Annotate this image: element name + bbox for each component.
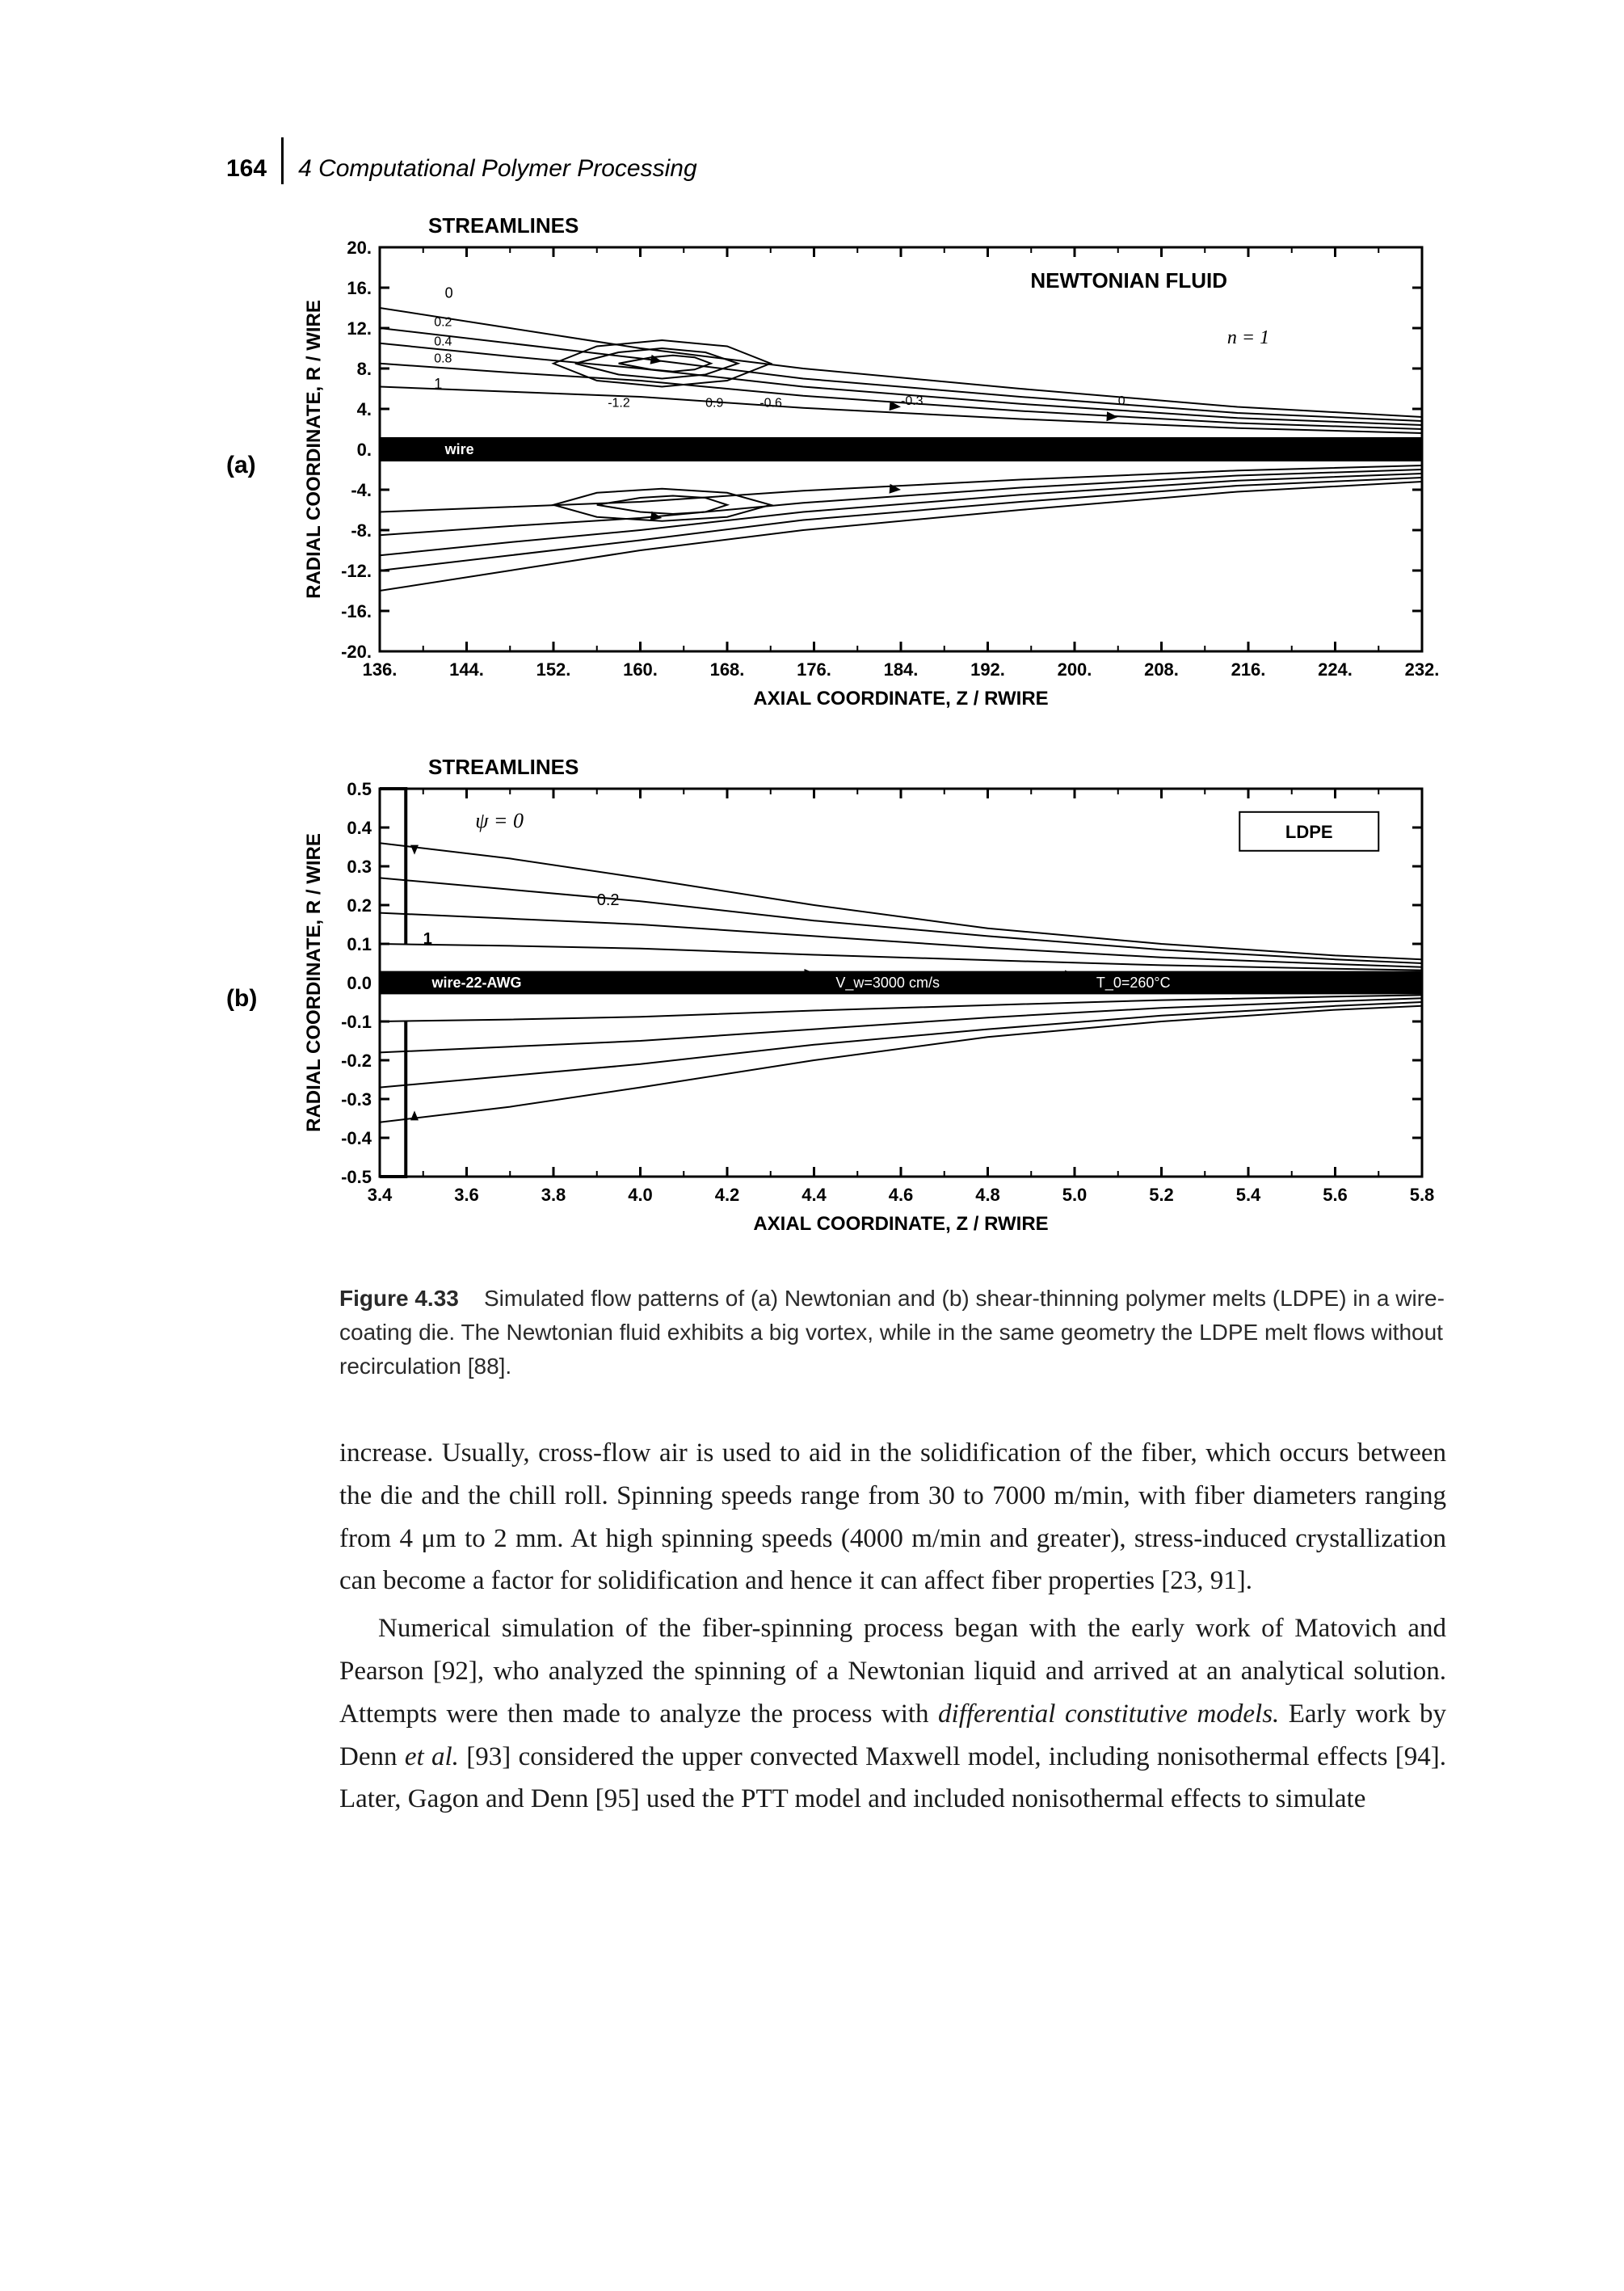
svg-text:4.8: 4.8 bbox=[975, 1185, 1000, 1205]
svg-text:192.: 192. bbox=[970, 659, 1005, 680]
svg-text:-0.3: -0.3 bbox=[901, 394, 923, 408]
svg-text:0.8: 0.8 bbox=[434, 352, 452, 366]
page: 164 4 Computational Polymer Processing (… bbox=[0, 0, 1624, 2291]
svg-text:0.4: 0.4 bbox=[434, 335, 452, 348]
svg-text:1: 1 bbox=[434, 376, 442, 392]
svg-text:160.: 160. bbox=[623, 659, 658, 680]
chart-a-wrap: STREAMLINES 136. 144. 152. 160. 168. 176. 184. 1… bbox=[275, 207, 1446, 724]
subfig-label-a: (a) bbox=[226, 452, 275, 479]
svg-text:-0.3: -0.3 bbox=[341, 1089, 372, 1110]
running-header: 164 4 Computational Polymer Processing bbox=[226, 129, 1446, 183]
svg-text:T_0=260°C: T_0=260°C bbox=[1096, 975, 1171, 992]
chapter-title: 4 Computational Polymer Processing bbox=[298, 155, 697, 183]
svg-text:0.1: 0.1 bbox=[347, 934, 372, 954]
svg-text:16.: 16. bbox=[347, 278, 372, 298]
svg-text:-16.: -16. bbox=[341, 601, 372, 621]
svg-text:4.0: 4.0 bbox=[628, 1185, 653, 1205]
svg-text:176.: 176. bbox=[797, 659, 831, 680]
svg-text:3.8: 3.8 bbox=[541, 1185, 566, 1205]
p2-italic: differential constitutive models. bbox=[938, 1699, 1279, 1729]
svg-text:4.2: 4.2 bbox=[715, 1185, 740, 1205]
header-divider bbox=[281, 137, 284, 184]
svg-text:-20.: -20. bbox=[341, 642, 372, 662]
chart-a-row: (a) STREAMLINES 136. 144. 152. 160. 168. 176. 1… bbox=[226, 207, 1446, 724]
svg-text:-0.1: -0.1 bbox=[341, 1012, 372, 1032]
svg-text:STREAMLINES: STREAMLINES bbox=[428, 213, 578, 238]
svg-text:5.8: 5.8 bbox=[1410, 1185, 1435, 1205]
svg-text:-12.: -12. bbox=[341, 561, 372, 581]
svg-text:-8.: -8. bbox=[351, 520, 372, 541]
svg-text:STREAMLINES: STREAMLINES bbox=[428, 755, 578, 779]
svg-text:1: 1 bbox=[423, 930, 432, 948]
p2-part-c: [93] considered the upper convected Maxw… bbox=[339, 1742, 1446, 1814]
svg-text:200.: 200. bbox=[1058, 659, 1092, 680]
svg-text:0.2: 0.2 bbox=[347, 895, 372, 916]
svg-text:n = 1: n = 1 bbox=[1227, 327, 1269, 348]
figure-4-33: (a) STREAMLINES 136. 144. 152. 160. 168. 176. 1… bbox=[226, 207, 1446, 1383]
svg-text:LDPE: LDPE bbox=[1285, 822, 1333, 842]
svg-text:0: 0 bbox=[445, 285, 453, 301]
svg-text:5.4: 5.4 bbox=[1236, 1185, 1261, 1205]
svg-text:152.: 152. bbox=[536, 659, 571, 680]
svg-text:RADIAL COORDINATE, R / WIRE: RADIAL COORDINATE, R / WIRE bbox=[303, 833, 325, 1132]
svg-text:V_w=3000 cm/s: V_w=3000 cm/s bbox=[835, 975, 940, 992]
page-number: 164 bbox=[226, 155, 267, 183]
svg-text:-0.6: -0.6 bbox=[759, 397, 782, 411]
svg-text:12.: 12. bbox=[347, 318, 372, 339]
svg-text:0.: 0. bbox=[357, 440, 372, 460]
body-text: increase. Usually, cross-flow air is use… bbox=[339, 1432, 1446, 1821]
svg-text:-1.2: -1.2 bbox=[608, 397, 630, 411]
svg-text:232.: 232. bbox=[1405, 659, 1438, 680]
chart-b-wrap: STREAMLINES 3.4 3.6 3.8 4.0 4.2 4.4 4.6 4.8 5.0 5.… bbox=[275, 748, 1446, 1249]
svg-text:0.4: 0.4 bbox=[347, 818, 372, 838]
svg-text:20.: 20. bbox=[347, 238, 372, 258]
svg-text:RADIAL COORDINATE, R / WIRE: RADIAL COORDINATE, R / WIRE bbox=[303, 300, 325, 599]
svg-text:5.2: 5.2 bbox=[1149, 1185, 1174, 1205]
svg-text:wire: wire bbox=[444, 441, 474, 457]
paragraph-2: Numerical simulation of the fiber-spinni… bbox=[339, 1607, 1446, 1821]
paragraph-1: increase. Usually, cross-flow air is use… bbox=[339, 1432, 1446, 1602]
svg-text:5.0: 5.0 bbox=[1062, 1185, 1088, 1205]
chart-b-row: (b) STREAMLINES 3.4 3.6 3.8 4.0 4.2 4.4 4.6 4.8 5… bbox=[226, 748, 1446, 1249]
chart-b-svg: STREAMLINES 3.4 3.6 3.8 4.0 4.2 4.4 4.6 4.8 5.0 5.… bbox=[275, 748, 1438, 1249]
svg-text:0.9: 0.9 bbox=[705, 397, 723, 411]
svg-text:-0.4: -0.4 bbox=[341, 1128, 372, 1148]
figure-caption-label: Figure 4.33 bbox=[339, 1286, 459, 1311]
svg-text:136.: 136. bbox=[363, 659, 398, 680]
svg-text:wire-22-AWG: wire-22-AWG bbox=[431, 975, 522, 991]
svg-text:-0.2: -0.2 bbox=[341, 1051, 372, 1071]
svg-text:4.: 4. bbox=[357, 399, 372, 419]
svg-text:216.: 216. bbox=[1231, 659, 1266, 680]
svg-text:-4.: -4. bbox=[351, 480, 372, 500]
p2-etal: et al. bbox=[405, 1742, 459, 1771]
svg-text:144.: 144. bbox=[449, 659, 484, 680]
figure-caption-text: Simulated flow patterns of (a) Newtonian… bbox=[339, 1286, 1445, 1379]
svg-text:0.5: 0.5 bbox=[347, 779, 372, 799]
svg-text:5.6: 5.6 bbox=[1323, 1185, 1348, 1205]
svg-text:AXIAL COORDINATE, Z / RWIRE: AXIAL COORDINATE, Z / RWIRE bbox=[753, 1213, 1048, 1235]
svg-text:208.: 208. bbox=[1144, 659, 1179, 680]
svg-text:184.: 184. bbox=[884, 659, 919, 680]
svg-text:0: 0 bbox=[1118, 394, 1125, 408]
svg-text:224.: 224. bbox=[1318, 659, 1353, 680]
svg-text:0.0: 0.0 bbox=[347, 973, 372, 993]
svg-text:3.4: 3.4 bbox=[368, 1185, 393, 1205]
svg-text:8.: 8. bbox=[357, 359, 372, 379]
svg-text:4.6: 4.6 bbox=[889, 1185, 914, 1205]
svg-text:4.4: 4.4 bbox=[801, 1185, 827, 1205]
svg-text:0.3: 0.3 bbox=[347, 857, 372, 877]
chart-a-svg: STREAMLINES 136. 144. 152. 160. 168. 176. 184. 1… bbox=[275, 207, 1438, 724]
figure-caption: Figure 4.33 Simulated flow patterns of (… bbox=[339, 1282, 1446, 1383]
svg-text:-0.5: -0.5 bbox=[341, 1167, 372, 1187]
svg-text:0.2: 0.2 bbox=[597, 891, 620, 909]
svg-text:0.2: 0.2 bbox=[434, 316, 452, 330]
svg-text:ψ = 0: ψ = 0 bbox=[475, 809, 524, 832]
svg-text:NEWTONIAN FLUID: NEWTONIAN FLUID bbox=[1030, 268, 1227, 293]
svg-text:3.6: 3.6 bbox=[454, 1185, 479, 1205]
svg-text:168.: 168. bbox=[710, 659, 745, 680]
subfig-label-b: (b) bbox=[226, 985, 275, 1013]
svg-text:AXIAL COORDINATE, Z / RWIRE: AXIAL COORDINATE, Z / RWIRE bbox=[753, 688, 1048, 710]
